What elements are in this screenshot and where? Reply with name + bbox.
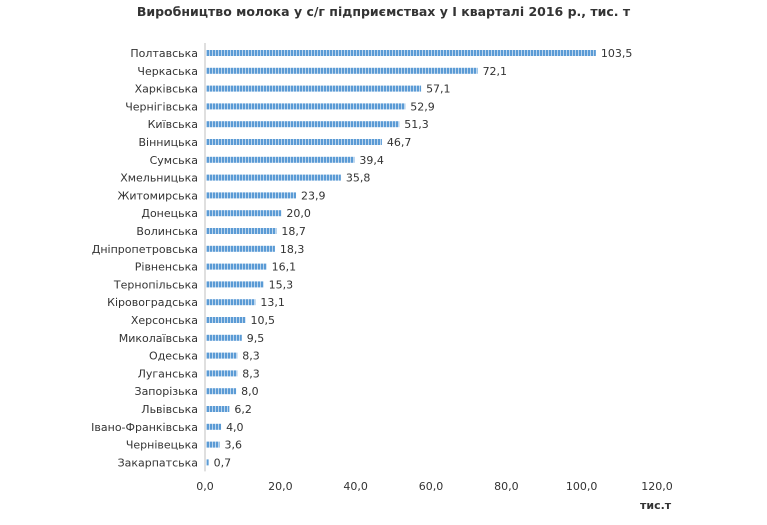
category-label: Одеська <box>149 350 198 363</box>
bar <box>206 441 220 448</box>
category-label: Закарпатська <box>118 456 198 469</box>
category-label: Рівненська <box>135 261 198 274</box>
bar <box>206 50 596 56</box>
category-label: Запорізька <box>135 385 198 398</box>
category-label: Дніпропетровська <box>92 243 198 256</box>
data-label: 16,1 <box>272 261 297 274</box>
x-tick-label: 100,0 <box>566 480 598 493</box>
data-label: 0,7 <box>214 456 232 469</box>
category-label: Житомирська <box>118 189 198 202</box>
bar <box>206 228 277 234</box>
bar <box>206 317 246 323</box>
bar <box>206 263 267 270</box>
bar <box>206 388 237 395</box>
data-label: 8,3 <box>242 367 260 380</box>
data-label: 18,7 <box>281 225 306 238</box>
data-label: 46,7 <box>387 136 412 149</box>
x-tick-label: 60,0 <box>419 480 444 493</box>
data-label: 10,5 <box>251 314 275 327</box>
category-label: Чернівецька <box>126 439 198 452</box>
bar <box>206 210 282 217</box>
bar <box>206 67 478 74</box>
data-label: 13,1 <box>260 296 285 309</box>
bar <box>206 423 222 430</box>
data-label: 6,2 <box>234 403 252 416</box>
data-label: 8,3 <box>242 350 260 363</box>
category-label: Миколаївська <box>119 332 198 345</box>
category-label: Сумська <box>150 154 198 167</box>
bar <box>206 299 256 306</box>
bar <box>206 174 341 181</box>
category-label: Херсонська <box>131 314 198 327</box>
category-label: Тернопільська <box>113 278 198 291</box>
category-label: Волинська <box>136 225 198 238</box>
bar <box>206 192 297 199</box>
category-label: Вінницька <box>139 136 199 149</box>
data-label: 72,1 <box>483 65 508 78</box>
category-label: Харківська <box>135 83 198 96</box>
category-label: Київська <box>148 118 198 131</box>
category-label: Кіровоградська <box>107 296 198 309</box>
category-label: Донецька <box>141 207 198 220</box>
category-label: Луганська <box>138 367 198 380</box>
data-label: 52,9 <box>410 100 435 113</box>
category-label: Хмельницька <box>120 172 198 185</box>
data-label: 8,0 <box>241 385 259 398</box>
x-tick-label: 0,0 <box>196 480 214 493</box>
chart-title: Виробництво молока у с/г підприємствах у… <box>136 4 631 19</box>
bar <box>206 370 238 377</box>
x-tick-label: 120,0 <box>641 480 673 493</box>
category-label: Чернігівська <box>125 100 198 113</box>
bar <box>206 85 422 92</box>
x-tick-label: 40,0 <box>343 480 368 493</box>
category-label: Львівська <box>141 403 198 416</box>
data-label: 20,0 <box>286 207 311 220</box>
data-label: 23,9 <box>301 189 326 202</box>
data-label: 51,3 <box>404 118 429 131</box>
data-label: 3,6 <box>225 439 243 452</box>
x-tick-label: 80,0 <box>494 480 519 493</box>
bar <box>206 245 275 252</box>
bar <box>206 156 355 163</box>
bar <box>206 459 209 466</box>
x-tick-label: 20,0 <box>268 480 293 493</box>
bar <box>206 103 406 110</box>
data-label: 15,3 <box>269 278 294 291</box>
bar <box>206 406 230 412</box>
bars-layer: Полтавська 103,5 Черкаська 72,1 Харківська 57… <box>91 43 673 493</box>
data-label: 39,4 <box>359 154 384 167</box>
data-label: 57,1 <box>426 83 451 96</box>
bar <box>206 352 238 359</box>
category-label: Івано-Франківська <box>91 421 198 434</box>
data-label: 103,5 <box>601 47 633 60</box>
data-label: 4,0 <box>226 421 244 434</box>
x-axis-unit-label: тис.т <box>640 499 672 512</box>
bar <box>206 139 382 145</box>
category-label: Полтавська <box>130 47 198 60</box>
category-label: Черкаська <box>137 65 198 78</box>
data-label: 9,5 <box>247 332 264 345</box>
data-label: 35,8 <box>346 172 371 185</box>
data-label: 18,3 <box>280 243 305 256</box>
bar <box>206 281 264 288</box>
bar <box>206 334 242 341</box>
bar <box>206 121 400 128</box>
